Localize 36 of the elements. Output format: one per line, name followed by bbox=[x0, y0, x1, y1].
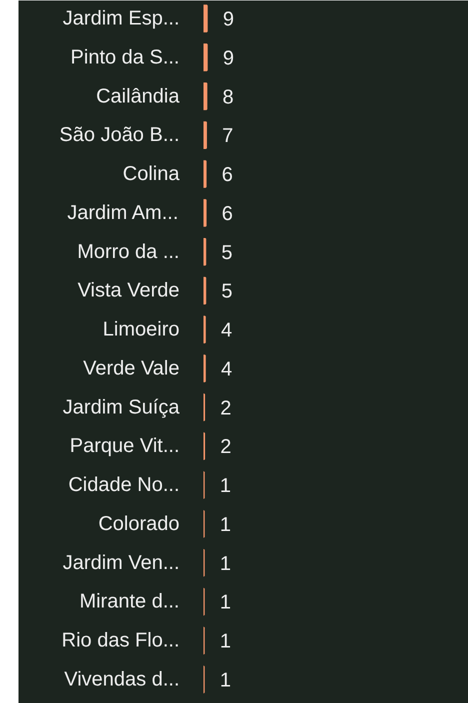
y-tick-label: Colina bbox=[122, 163, 180, 186]
y-tick-label: Jardim Am... bbox=[67, 202, 178, 224]
data-label: 1 bbox=[220, 670, 232, 692]
data-label: 6 bbox=[222, 202, 233, 225]
data-label: 5 bbox=[221, 242, 233, 264]
data-label: 2 bbox=[220, 436, 232, 458]
y-tick-label: Jardim Esp... bbox=[62, 8, 180, 30]
data-label: 5 bbox=[221, 280, 233, 303]
data-label: 1 bbox=[220, 514, 232, 536]
y-tick-label: Jardim Ven... bbox=[62, 552, 180, 574]
y-tick-label: Colorado bbox=[98, 512, 180, 535]
data-label: 1 bbox=[220, 630, 232, 653]
y-tick-label: Cailândia bbox=[96, 85, 180, 108]
data-label: 9 bbox=[222, 47, 234, 70]
y-tick-label: Vivendas d... bbox=[64, 668, 180, 691]
y-tick-label: Cidade No... bbox=[68, 474, 180, 496]
data-label: 1 bbox=[220, 475, 232, 498]
data-label: 6 bbox=[222, 164, 233, 186]
y-tick-label: Vista Verde bbox=[78, 280, 180, 302]
y-tick-label: Limoeiro bbox=[102, 318, 180, 341]
data-label: 2 bbox=[220, 397, 232, 420]
y-tick-label: Verde Vale bbox=[83, 357, 180, 380]
y-tick-label: Rio das Flo... bbox=[62, 630, 180, 652]
y-tick-label: Morro da ... bbox=[77, 240, 180, 263]
y-tick-label: Mirante d... bbox=[79, 590, 180, 613]
data-label: 9 bbox=[222, 8, 234, 31]
data-label: 1 bbox=[220, 592, 232, 614]
data-label: 1 bbox=[220, 552, 232, 575]
y-tick-label: Pinto da S... bbox=[70, 46, 180, 68]
y-tick-label: Jardim Suíça bbox=[62, 396, 180, 418]
data-label: 7 bbox=[222, 125, 234, 148]
data-label: 4 bbox=[221, 320, 232, 342]
y-tick-label: Parque Vit... bbox=[70, 435, 180, 458]
y-tick-label: São João B... bbox=[59, 124, 180, 146]
data-label: 8 bbox=[222, 86, 234, 108]
data-label: 4 bbox=[221, 358, 232, 380]
